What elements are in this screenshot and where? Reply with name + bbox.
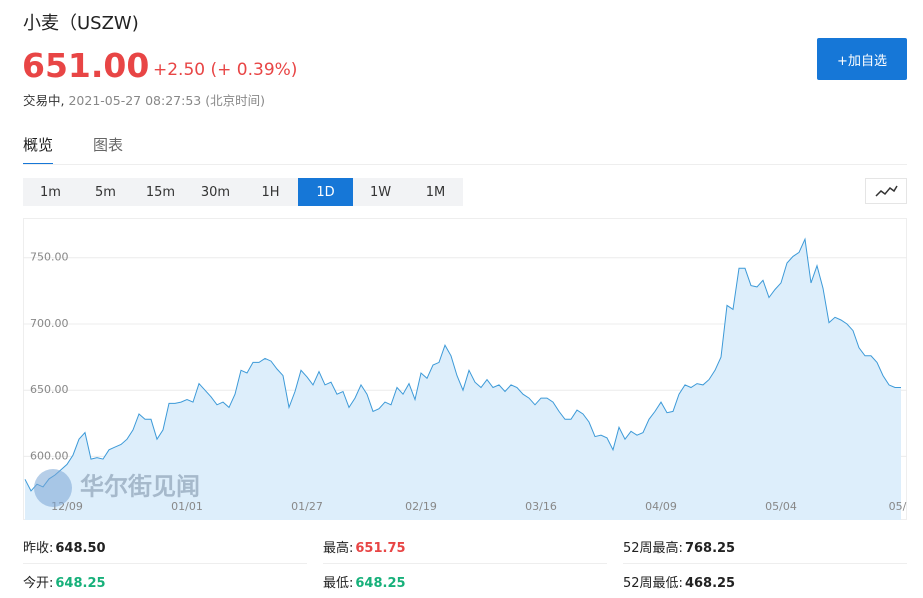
stat-label: 52周最高: xyxy=(623,541,683,556)
y-tick-label: 750.00 xyxy=(30,251,69,264)
interval-button[interactable]: 5m xyxy=(95,184,116,200)
stat-label: 最低: xyxy=(323,576,354,591)
interval-button[interactable]: 30m xyxy=(200,184,231,200)
watermark-logo xyxy=(34,469,72,507)
interval-button[interactable]: 1W xyxy=(369,184,392,200)
change-abs: +2.50 xyxy=(153,60,206,80)
stat: 最低: 648.25 xyxy=(323,572,406,591)
tab[interactable]: 概览 xyxy=(23,134,54,165)
row-divider xyxy=(623,563,907,564)
stat: 今开: 648.25 xyxy=(23,572,106,591)
stat: 最高: 651.75 xyxy=(323,537,406,556)
row-divider xyxy=(23,563,307,564)
tab[interactable]: 图表 xyxy=(93,136,124,154)
watermark-text: 华尔街见闻 xyxy=(80,472,200,501)
interval-button[interactable]: 1M xyxy=(425,184,446,200)
x-tick-label: 05/04 xyxy=(765,500,797,513)
status: 交易中, 2021-05-27 08:27:53 (北京时间) xyxy=(23,90,265,109)
add-watchlist-button[interactable]: +加自选 xyxy=(817,38,907,80)
interval-button[interactable]: 15m xyxy=(145,184,176,200)
x-tick-label: 01/01 xyxy=(171,500,203,513)
stat-label: 最高: xyxy=(323,541,354,556)
stat: 52周最低: 468.25 xyxy=(623,572,735,591)
price-line xyxy=(24,237,901,492)
chart-type-icon xyxy=(875,185,898,197)
stat-label: 52周最低: xyxy=(623,576,683,591)
x-tick-label: 01/27 xyxy=(291,500,323,513)
chart-type-button[interactable] xyxy=(865,178,907,204)
watermark xyxy=(34,469,72,507)
stat-value: 468.25 xyxy=(684,576,736,591)
x-tick-label: 04/09 xyxy=(645,500,677,513)
title: 小麦（USZW) xyxy=(23,13,139,34)
interval-button[interactable]: 1m xyxy=(40,184,61,200)
x-tick-label: 02/19 xyxy=(405,500,437,513)
separator xyxy=(23,164,907,165)
change: +2.50 (+ 0.39%) xyxy=(153,60,297,80)
timestamp: 2021-05-27 08:27:53 (北京时间) xyxy=(68,93,265,108)
change-pct: (+ 0.39%) xyxy=(210,60,298,80)
price: 651.00 xyxy=(22,46,150,85)
status-text: 交易中, xyxy=(23,93,65,108)
y-tick-label: 700.00 xyxy=(30,317,69,330)
stat: 昨收: 648.50 xyxy=(23,537,106,556)
interval-button[interactable]: 1D xyxy=(298,178,353,206)
stat: 52周最高: 768.25 xyxy=(623,537,735,556)
x-tick-label: 03/16 xyxy=(525,500,557,513)
stat-value: 648.25 xyxy=(55,576,106,591)
interval-bar: 1m 5m 15m 30m 1H 1D 1W 1M xyxy=(23,178,463,206)
interval-button[interactable]: 1H xyxy=(261,184,280,200)
stat-value: 648.50 xyxy=(55,541,106,556)
stat-label: 今开: xyxy=(23,576,54,591)
stat-label: 昨收: xyxy=(23,541,54,556)
stat-value: 768.25 xyxy=(684,541,736,556)
area-fill xyxy=(25,239,901,520)
stat-value: 648.25 xyxy=(355,576,406,591)
row-divider xyxy=(323,563,607,564)
stat-value: 651.75 xyxy=(355,541,406,556)
y-tick-label: 600.00 xyxy=(30,449,69,462)
tabs: 概览 图表 xyxy=(23,134,123,165)
y-tick-label: 650.00 xyxy=(30,383,69,396)
x-tick-label: 05/2 xyxy=(889,500,907,513)
